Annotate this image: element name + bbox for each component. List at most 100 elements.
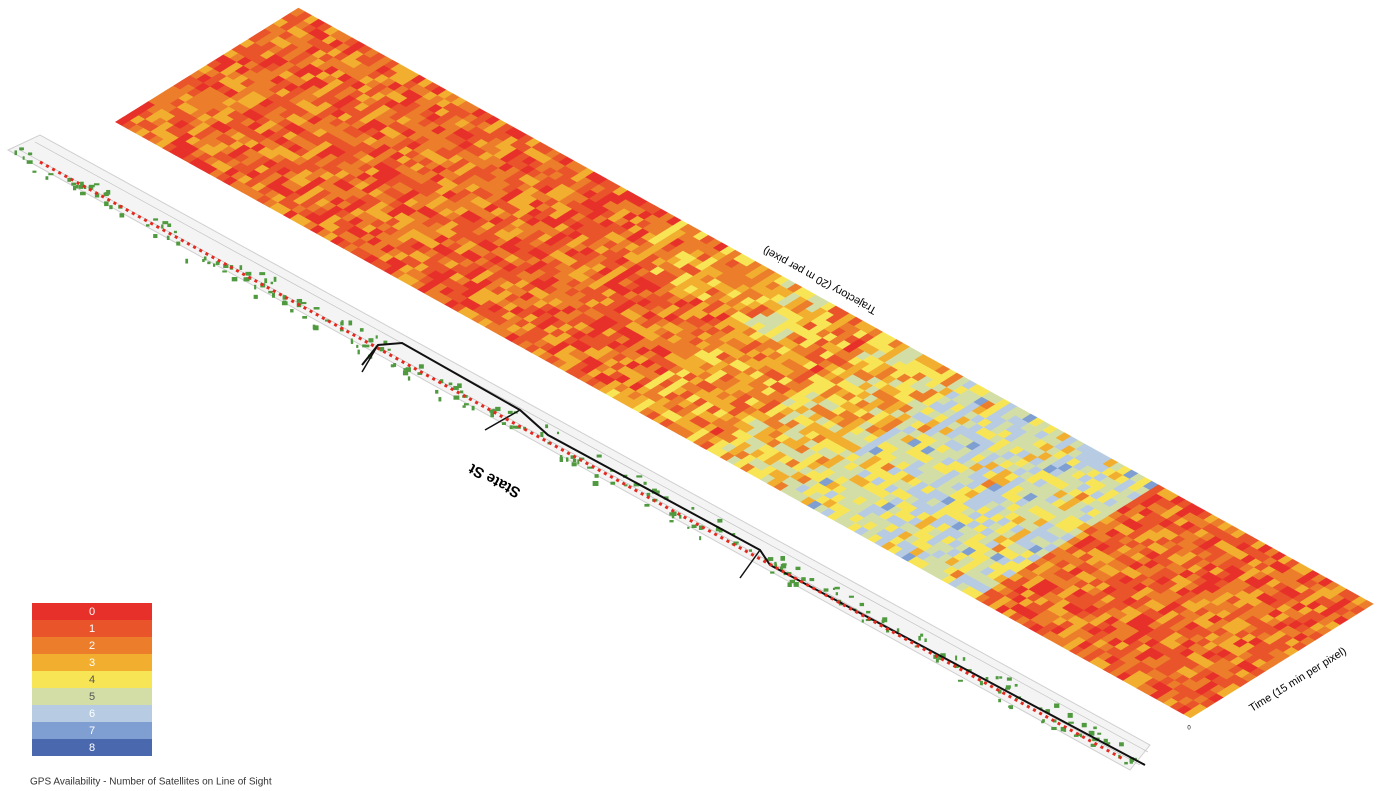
tree xyxy=(254,285,256,290)
tree xyxy=(897,628,899,632)
tree xyxy=(356,345,358,348)
legend-label: 4 xyxy=(89,674,95,686)
tree xyxy=(89,185,95,187)
tree xyxy=(924,638,926,642)
tree xyxy=(388,349,391,351)
tree xyxy=(1082,723,1087,727)
legend: 012345678 xyxy=(32,603,152,756)
tree xyxy=(94,183,99,185)
tree xyxy=(185,259,188,264)
tree xyxy=(403,368,407,371)
map-figure: State St Trajectory (20 m per pixel) Tim… xyxy=(0,0,1396,791)
tree xyxy=(996,676,999,679)
tree xyxy=(774,562,776,565)
tree xyxy=(32,171,36,173)
street-label: State St xyxy=(466,460,523,501)
tree xyxy=(314,307,320,309)
tree xyxy=(207,262,210,265)
tree xyxy=(271,282,273,284)
tree xyxy=(222,270,227,272)
tree xyxy=(560,457,563,462)
tree xyxy=(274,277,277,282)
tree xyxy=(595,474,599,478)
tree xyxy=(782,563,786,565)
tree xyxy=(408,376,410,380)
time-axis-start: 0 xyxy=(1187,726,1191,732)
tree xyxy=(1119,742,1124,746)
tree xyxy=(770,571,774,573)
tree xyxy=(1104,739,1108,742)
tree xyxy=(28,152,32,155)
tree xyxy=(502,422,506,425)
tree xyxy=(380,347,385,351)
tree xyxy=(717,519,722,523)
tree xyxy=(254,295,258,299)
tree xyxy=(358,350,360,355)
tree xyxy=(577,459,579,464)
tree xyxy=(882,620,885,624)
legend-label: 8 xyxy=(89,742,95,754)
tree xyxy=(268,291,272,293)
tree xyxy=(19,147,24,150)
tree xyxy=(259,272,265,275)
tree xyxy=(1008,706,1012,708)
tree xyxy=(213,264,215,267)
tree xyxy=(1005,688,1010,690)
tree xyxy=(824,588,829,591)
tree xyxy=(438,397,441,401)
gps-heatmap xyxy=(115,8,1374,718)
tree xyxy=(161,224,163,228)
heatmap-grid xyxy=(115,8,1374,718)
tree xyxy=(1054,703,1059,707)
tree xyxy=(691,507,694,510)
tree xyxy=(860,603,864,606)
tree xyxy=(297,299,302,303)
tree xyxy=(566,457,568,461)
tree xyxy=(862,619,864,622)
tree xyxy=(313,325,316,330)
tree xyxy=(672,514,674,518)
tree xyxy=(572,462,577,466)
tree xyxy=(73,186,76,190)
tree xyxy=(557,432,559,434)
tree xyxy=(1097,733,1101,735)
tree xyxy=(1051,727,1056,730)
tree xyxy=(1068,713,1073,718)
tree xyxy=(963,657,965,661)
tree xyxy=(780,556,785,561)
legend-label: 1 xyxy=(89,623,95,635)
tree xyxy=(788,582,792,587)
tree xyxy=(341,320,343,325)
tree xyxy=(540,432,543,437)
tree xyxy=(644,504,649,507)
legend-caption: GPS Availability - Number of Satellites … xyxy=(30,777,272,788)
tree xyxy=(545,424,548,428)
tree xyxy=(1130,759,1133,763)
tree xyxy=(360,328,364,332)
tree xyxy=(920,634,923,637)
tree xyxy=(351,341,353,344)
tree xyxy=(453,396,459,400)
tree xyxy=(245,272,251,276)
tree xyxy=(71,183,76,186)
tree xyxy=(849,596,854,598)
tree xyxy=(981,681,983,685)
tree xyxy=(435,390,438,394)
tree xyxy=(835,587,840,590)
tree xyxy=(48,173,53,175)
tree xyxy=(264,278,267,283)
tree xyxy=(120,213,125,217)
tree xyxy=(176,242,180,246)
tree xyxy=(866,611,870,613)
tree xyxy=(510,425,513,429)
tree xyxy=(104,201,108,206)
tree xyxy=(597,455,602,458)
tree xyxy=(146,224,149,226)
tree xyxy=(167,223,171,227)
tree xyxy=(15,150,18,155)
tree xyxy=(23,156,25,159)
tree xyxy=(45,176,48,180)
tree xyxy=(636,475,642,477)
legend-label: 7 xyxy=(89,725,95,737)
legend-label: 0 xyxy=(89,606,95,618)
